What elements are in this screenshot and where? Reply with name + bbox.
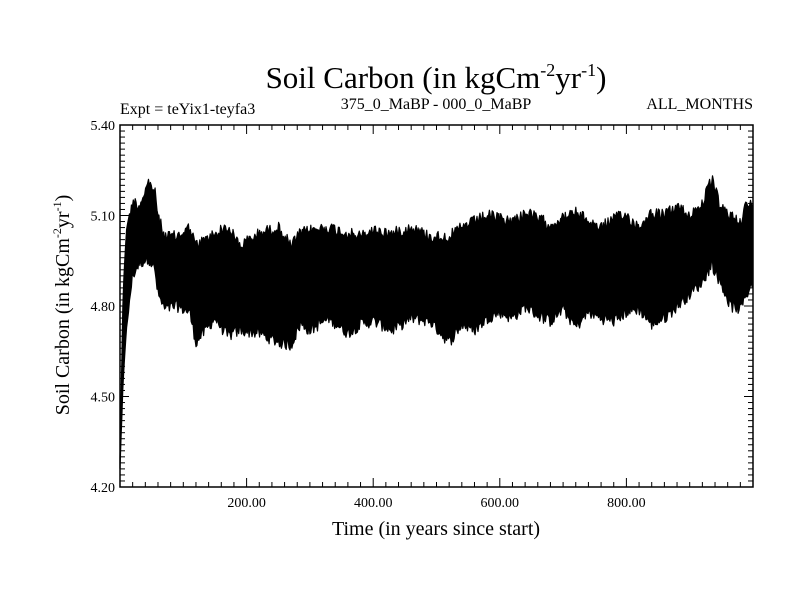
- y-tick-label: 5.10: [91, 210, 116, 225]
- ylabel-end: ): [52, 195, 74, 202]
- title-mid: yr: [555, 60, 582, 95]
- x-axis-label: Time (in years since start): [332, 518, 540, 540]
- ylabel-mid: yr: [52, 211, 74, 228]
- ylabel-sup2: -1: [50, 201, 64, 211]
- title-sup1: -2: [540, 60, 555, 80]
- y-tick-label: 5.40: [91, 119, 116, 134]
- y-tick-label: 4.80: [91, 300, 116, 315]
- y-axis-label: Soil Carbon (in kgCm-2yr-1): [50, 195, 74, 416]
- x-tick-label: 200.00: [227, 496, 266, 511]
- chart-title: Soil Carbon (in kgCm-2yr-1): [266, 60, 607, 95]
- title-sup2: -1: [581, 60, 596, 80]
- subtitle-months: ALL_MONTHS: [646, 96, 753, 113]
- tick-layer: 200.00 400.00 600.00 800.00 4.20 4.50 4.80 5.10…: [91, 119, 753, 511]
- series-soil-carbon: [119, 175, 753, 470]
- x-tick-label: 400.00: [354, 496, 393, 511]
- title-end: ): [596, 60, 606, 95]
- ylabel-sup1: -2: [50, 228, 64, 238]
- ylabel-base: Soil Carbon (in kgCm: [52, 238, 74, 416]
- subtitle-experiment: Expt = teYix1-teyfa3: [120, 101, 255, 118]
- x-tick-label: 600.00: [481, 496, 520, 511]
- x-tick-label: 800.00: [607, 496, 646, 511]
- subtitle-period: 375_0_MaBP - 000_0_MaBP: [341, 96, 532, 113]
- title-base: Soil Carbon (in kgCm: [266, 60, 541, 95]
- y-tick-label: 4.20: [91, 481, 116, 496]
- y-tick-label: 4.50: [91, 391, 116, 406]
